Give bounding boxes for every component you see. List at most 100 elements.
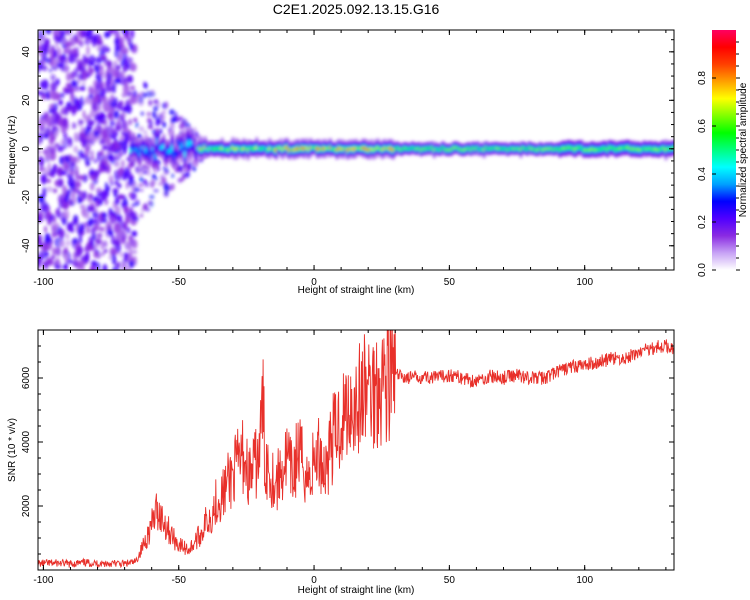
spectrogram-cell — [39, 117, 46, 129]
spectrogram-cell — [40, 202, 45, 213]
spectrogram-cell — [155, 119, 160, 127]
spectrogram-cell — [184, 171, 190, 178]
spectrogram-cell — [229, 147, 233, 151]
spectrogram-cell — [108, 175, 114, 184]
spectrogram-cell — [428, 147, 432, 150]
spectrogram-cell — [549, 147, 553, 150]
spectrogram-cell — [51, 168, 55, 178]
x-tick-label: 100 — [576, 575, 593, 586]
y-tick-label: 6000 — [21, 366, 32, 389]
spectrogram-cell — [159, 146, 164, 150]
spectrogram-cell — [108, 125, 112, 135]
colorbar-tick-label: 0.2 — [697, 215, 708, 229]
x-tick-label: -50 — [172, 575, 187, 586]
spectrogram-cell — [181, 142, 185, 148]
spectrogram-cell — [62, 132, 68, 141]
spectrogram-cell — [304, 146, 309, 149]
spectrogram-cell — [486, 148, 491, 151]
spectrogram-cell — [108, 254, 113, 260]
spectrogram-cell — [114, 39, 120, 45]
spectrogram-cell — [125, 241, 131, 252]
spectrogram-cell — [397, 148, 402, 151]
spectrogram-cell — [53, 102, 58, 112]
spectrogram-cell — [96, 115, 101, 120]
spectrogram-cell — [57, 63, 63, 68]
spectrogram-cell — [562, 146, 566, 150]
spectrogram-cell — [649, 147, 653, 150]
spectrogram-cell — [495, 147, 499, 150]
spectrogram-cell — [55, 246, 61, 257]
spectrogram-cell — [110, 142, 117, 153]
spectrogram-cell — [72, 237, 78, 245]
spectrogram-cell — [69, 161, 76, 171]
spectrogram-cell — [328, 146, 333, 149]
spectrogram-cell — [89, 150, 95, 156]
spectrogram-cell — [532, 147, 536, 150]
spectrogram-cell — [499, 147, 504, 150]
spectrogram-cell — [216, 146, 220, 150]
spectrogram-cell — [547, 148, 551, 150]
spectrogram-cell — [82, 109, 86, 119]
spectrogram-cell — [508, 147, 512, 150]
spectrogram-cell — [382, 147, 387, 150]
spectrogram-cell — [161, 110, 166, 115]
spectrogram-cell — [113, 110, 120, 119]
spectrogram-cell — [77, 38, 84, 46]
spectrogram-cell — [162, 121, 167, 128]
spectrogram-cell — [169, 109, 175, 116]
spectrogram-cell — [324, 147, 328, 150]
spectrogram-cell — [109, 214, 117, 225]
spectrogram-cell — [179, 144, 183, 150]
spectrogram-cell — [402, 147, 406, 150]
spectrogram-cell — [519, 148, 523, 151]
spectrogram-cell — [393, 148, 398, 151]
spectrogram-cell — [213, 147, 218, 151]
spectrogram-cell — [263, 146, 268, 150]
spectrogram-cell — [178, 166, 184, 174]
spectrogram-cell — [117, 183, 122, 189]
spectrogram-cell — [42, 174, 46, 185]
spectrogram-cell — [125, 57, 133, 63]
spectrogram-cell — [592, 148, 597, 152]
spectrogram-cell — [200, 148, 205, 152]
spectrogram-cell — [348, 147, 352, 151]
spectrogram-cell — [140, 146, 144, 151]
spectrogram-cell — [291, 149, 296, 152]
spectrogram-cell — [50, 74, 56, 81]
spectrogram-cell — [115, 120, 122, 131]
spectrogram-cell — [250, 147, 255, 151]
spectrogram-cell — [493, 146, 497, 149]
spectrogram-cell — [354, 147, 359, 150]
spectrogram-cell — [311, 146, 315, 149]
spectrogram-cell — [64, 56, 69, 65]
spectrogram-cell — [395, 146, 400, 149]
spectrogram-cell — [86, 226, 91, 234]
spectrogram-cell — [374, 147, 378, 150]
spectrogram-cell — [313, 146, 317, 149]
spectrogram-cell — [129, 62, 137, 72]
spectrogram-cell — [88, 87, 96, 96]
spectrogram-cell — [139, 188, 144, 192]
spectrogram-cell — [177, 140, 181, 144]
y-tick-label: -40 — [21, 238, 32, 253]
spectrogram-cell — [326, 147, 330, 150]
spectrogram-cell — [128, 118, 132, 126]
spectrogram-cell — [601, 147, 605, 150]
spectrogram-cell — [45, 148, 49, 158]
spectrogram-cell — [298, 148, 302, 151]
spectrogram-cell — [129, 85, 136, 91]
spectrogram-cell — [125, 265, 132, 270]
colorbar-gradient — [712, 30, 736, 270]
spectrogram-cell — [178, 116, 183, 120]
spectrogram-cell — [127, 74, 134, 84]
spectrogram-cell — [70, 80, 78, 88]
spectrogram-cell — [473, 148, 478, 150]
spectrogram-cell — [163, 170, 169, 176]
spectrogram-cell — [361, 147, 365, 150]
spectrogram-cell — [78, 132, 85, 138]
spectrogram-cell — [68, 259, 74, 264]
x-tick-label: -100 — [33, 575, 53, 586]
spectrogram-cell — [413, 147, 417, 150]
spectrogram-cell — [133, 187, 140, 193]
spectrogram-cell — [540, 148, 545, 151]
